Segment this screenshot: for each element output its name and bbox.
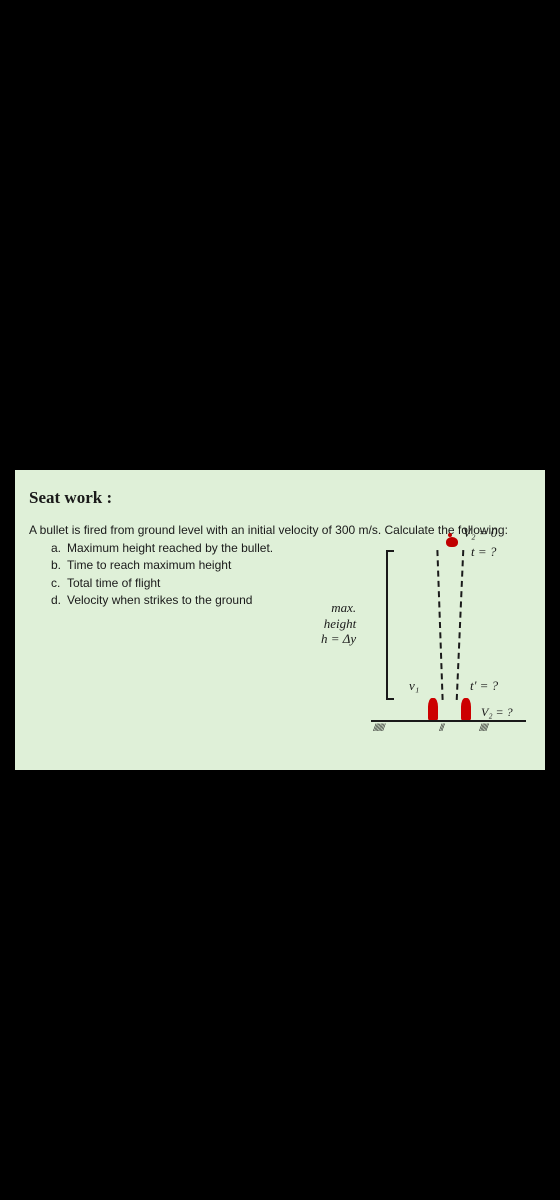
- ground-line: [371, 720, 526, 722]
- apex-bullet-icon: [446, 537, 458, 547]
- v2-top-label: V₂ = 0: [463, 525, 497, 541]
- downward-path: [456, 550, 465, 700]
- trajectory-diagram: max. height h = Δy V₂ = 0 t = ? v₁ t' = …: [331, 520, 531, 750]
- launch-bullet-icon: [428, 698, 438, 720]
- landing-bullet-icon: [461, 698, 471, 720]
- t-prime-label: t' = ?: [470, 678, 498, 694]
- ground-hatch: //////: [479, 720, 487, 735]
- ground-hatch: ///: [439, 720, 443, 735]
- slide-panel: Seat work : A bullet is fired from groun…: [15, 470, 545, 770]
- seatwork-title: Seat work :: [29, 488, 531, 508]
- ground-hatch: ////////: [373, 720, 384, 735]
- height-bracket: [386, 550, 394, 700]
- t-top-label: t = ?: [471, 544, 496, 560]
- max-height-label: max. height h = Δy: [321, 600, 356, 647]
- v1-label: v₁: [409, 678, 419, 694]
- upward-path: [436, 550, 443, 700]
- v2-bottom-label: V₂ = ?: [481, 705, 513, 720]
